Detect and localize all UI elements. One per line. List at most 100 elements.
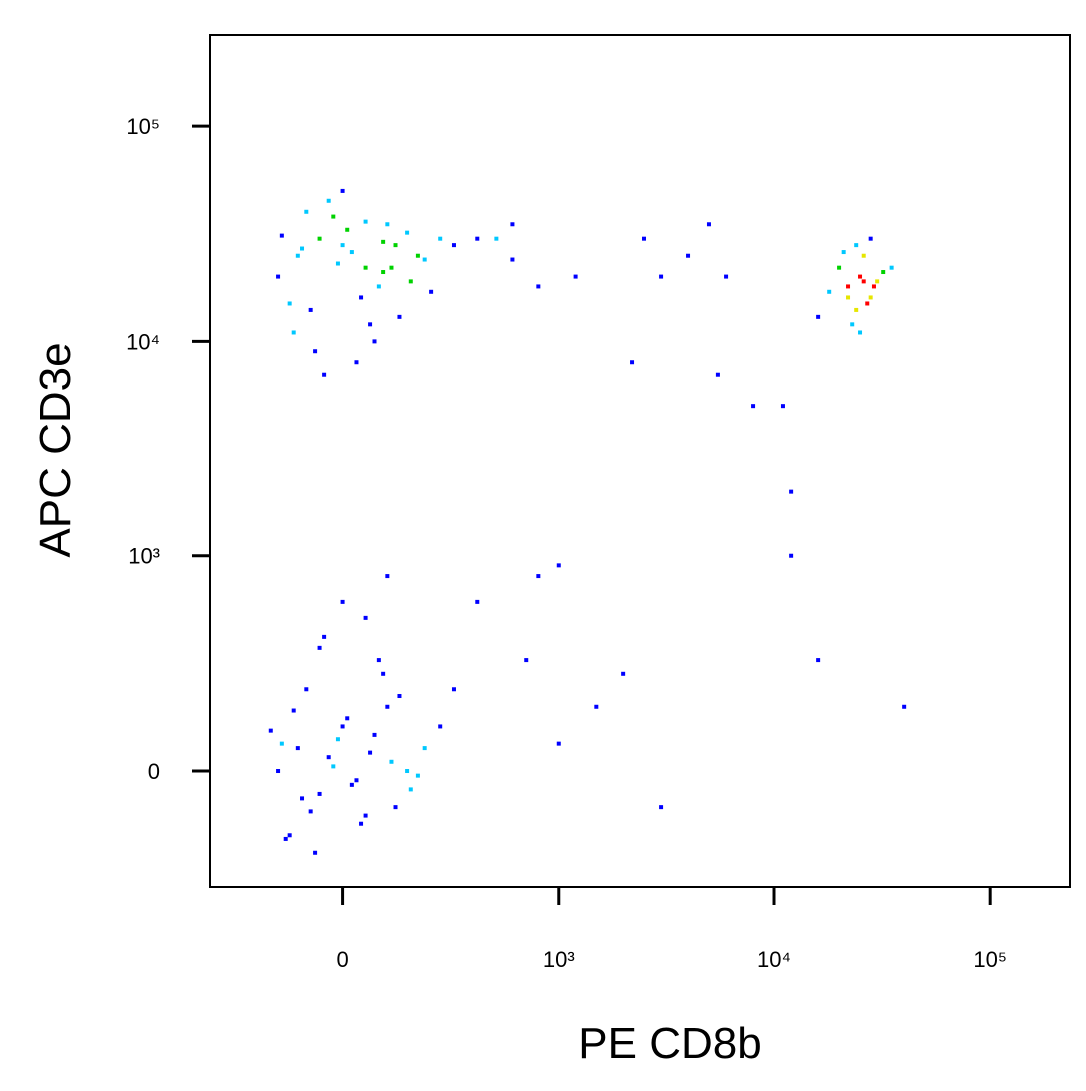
x-tick-label: 0 (336, 947, 348, 972)
event-dot (326, 198, 331, 203)
event-dot (363, 615, 368, 620)
y-tick-label: 10³ (128, 544, 160, 569)
event-dot (291, 330, 296, 335)
event-dot (331, 764, 336, 769)
event-dot (313, 349, 318, 354)
event-dot (524, 658, 529, 663)
event-dot (751, 404, 756, 409)
x-tick-label: 10⁵ (973, 947, 1007, 972)
event-dot (381, 239, 386, 244)
event-dot (287, 833, 292, 838)
x-axis-label: PE CD8b (578, 1019, 761, 1068)
event-dot (268, 728, 273, 733)
event-dot (875, 279, 880, 284)
event-dot (868, 236, 873, 241)
event-dot (816, 658, 821, 663)
x-tick-label: 10³ (543, 947, 575, 972)
event-dot (331, 214, 336, 219)
event-dot (295, 253, 300, 258)
event-dot (871, 284, 876, 289)
event-dot (300, 796, 305, 801)
event-dot (789, 553, 794, 558)
event-dot (494, 236, 499, 241)
event-dot (283, 836, 288, 841)
event-dot (429, 289, 434, 294)
event-dot (780, 404, 785, 409)
event-dot (372, 732, 377, 737)
event-dot (354, 360, 359, 365)
event-dot (349, 782, 354, 787)
event-dot (276, 769, 281, 774)
event-dot (363, 813, 368, 818)
event-dot (827, 289, 832, 294)
event-dot (451, 243, 456, 248)
y-axis-label: APC CD3e (31, 342, 80, 557)
event-dot (510, 257, 515, 262)
event-dot (902, 704, 907, 709)
event-dot (397, 694, 402, 699)
event-dot (317, 645, 322, 650)
event-dot (335, 261, 340, 266)
event-dot (317, 791, 322, 796)
event-dot (363, 219, 368, 224)
event-dot (359, 821, 364, 826)
event-dot (340, 599, 345, 604)
event-dot (868, 295, 873, 300)
event-dot (686, 253, 691, 258)
event-dot (861, 253, 866, 258)
event-dot (850, 322, 855, 327)
event-dot (389, 759, 394, 764)
event-dot (276, 274, 281, 279)
y-tick-label: 0 (148, 759, 160, 784)
event-dot (865, 301, 870, 306)
event-dot (659, 274, 664, 279)
event-dot (861, 279, 866, 284)
event-dot (340, 243, 345, 248)
event-dot (556, 741, 561, 746)
event-dot (376, 284, 381, 289)
event-dot (659, 805, 664, 810)
event-dot (881, 270, 886, 275)
event-dot (354, 778, 359, 783)
event-dot (295, 746, 300, 751)
event-dot (451, 687, 456, 692)
event-dot (510, 222, 515, 227)
event-dot (385, 222, 390, 227)
event-dot (536, 284, 541, 289)
event-dot (322, 634, 327, 639)
event-dot (715, 372, 720, 377)
event-dot (345, 227, 350, 232)
event-dot (630, 360, 635, 365)
event-dot (573, 274, 578, 279)
event-dot (317, 236, 322, 241)
event-dot (438, 236, 443, 241)
event-dot (556, 563, 561, 568)
event-dot (326, 755, 331, 760)
event-dot (308, 307, 313, 312)
event-dot (422, 746, 427, 751)
event-dot (789, 489, 794, 494)
event-dot (313, 850, 318, 855)
y-tick-label: 10⁵ (126, 114, 160, 139)
event-dot (889, 265, 894, 270)
event-dot (706, 222, 711, 227)
event-dot (372, 339, 377, 344)
event-dot (415, 773, 420, 778)
event-dot (594, 704, 599, 709)
event-dot (279, 233, 284, 238)
event-dot (368, 750, 373, 755)
event-dot (381, 270, 386, 275)
event-dot (858, 330, 863, 335)
event-dot (385, 574, 390, 579)
event-dot (405, 769, 410, 774)
event-dot (279, 741, 284, 746)
event-dot (363, 265, 368, 270)
event-dot (376, 658, 381, 663)
event-dot (408, 787, 413, 792)
event-dot (816, 314, 821, 319)
event-dot (393, 805, 398, 810)
event-dot (335, 737, 340, 742)
event-dot (642, 236, 647, 241)
event-dot (405, 230, 410, 235)
